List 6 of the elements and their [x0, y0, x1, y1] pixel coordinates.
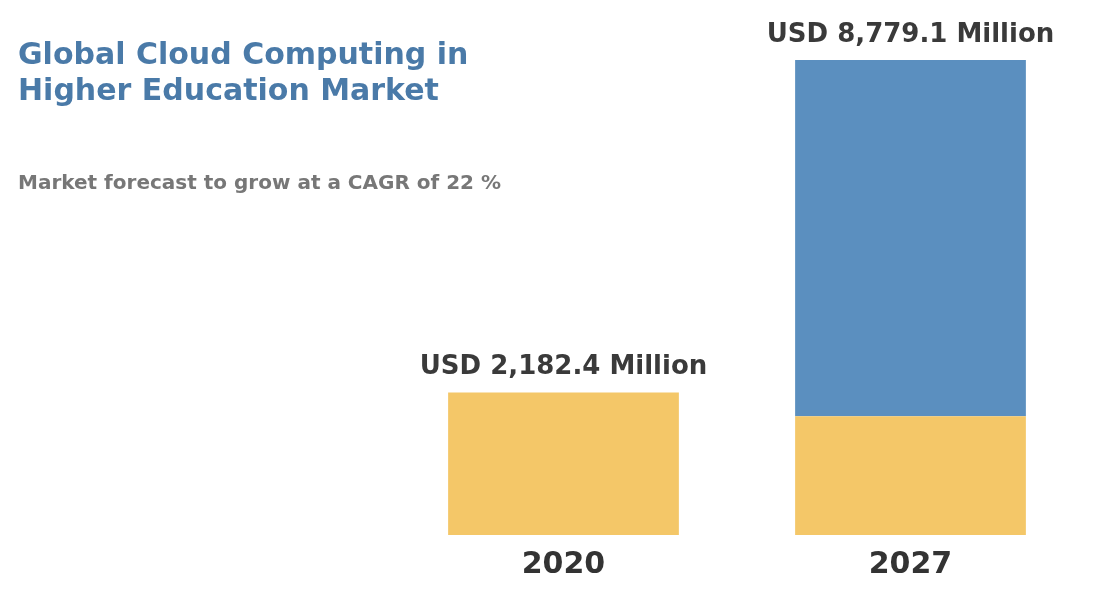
total-label: USD 8,779.1 Million [766, 17, 1055, 48]
text: Market forecast to grow at a CAGR of 22 % [18, 170, 502, 194]
x-tick-label: 2027 [868, 544, 953, 580]
total-label: USD 2,182.4 Million [419, 350, 708, 381]
chart-title: Global Cloud Computing in Higher Education Market [18, 36, 470, 108]
x-tick-label: 2020 [521, 544, 606, 580]
